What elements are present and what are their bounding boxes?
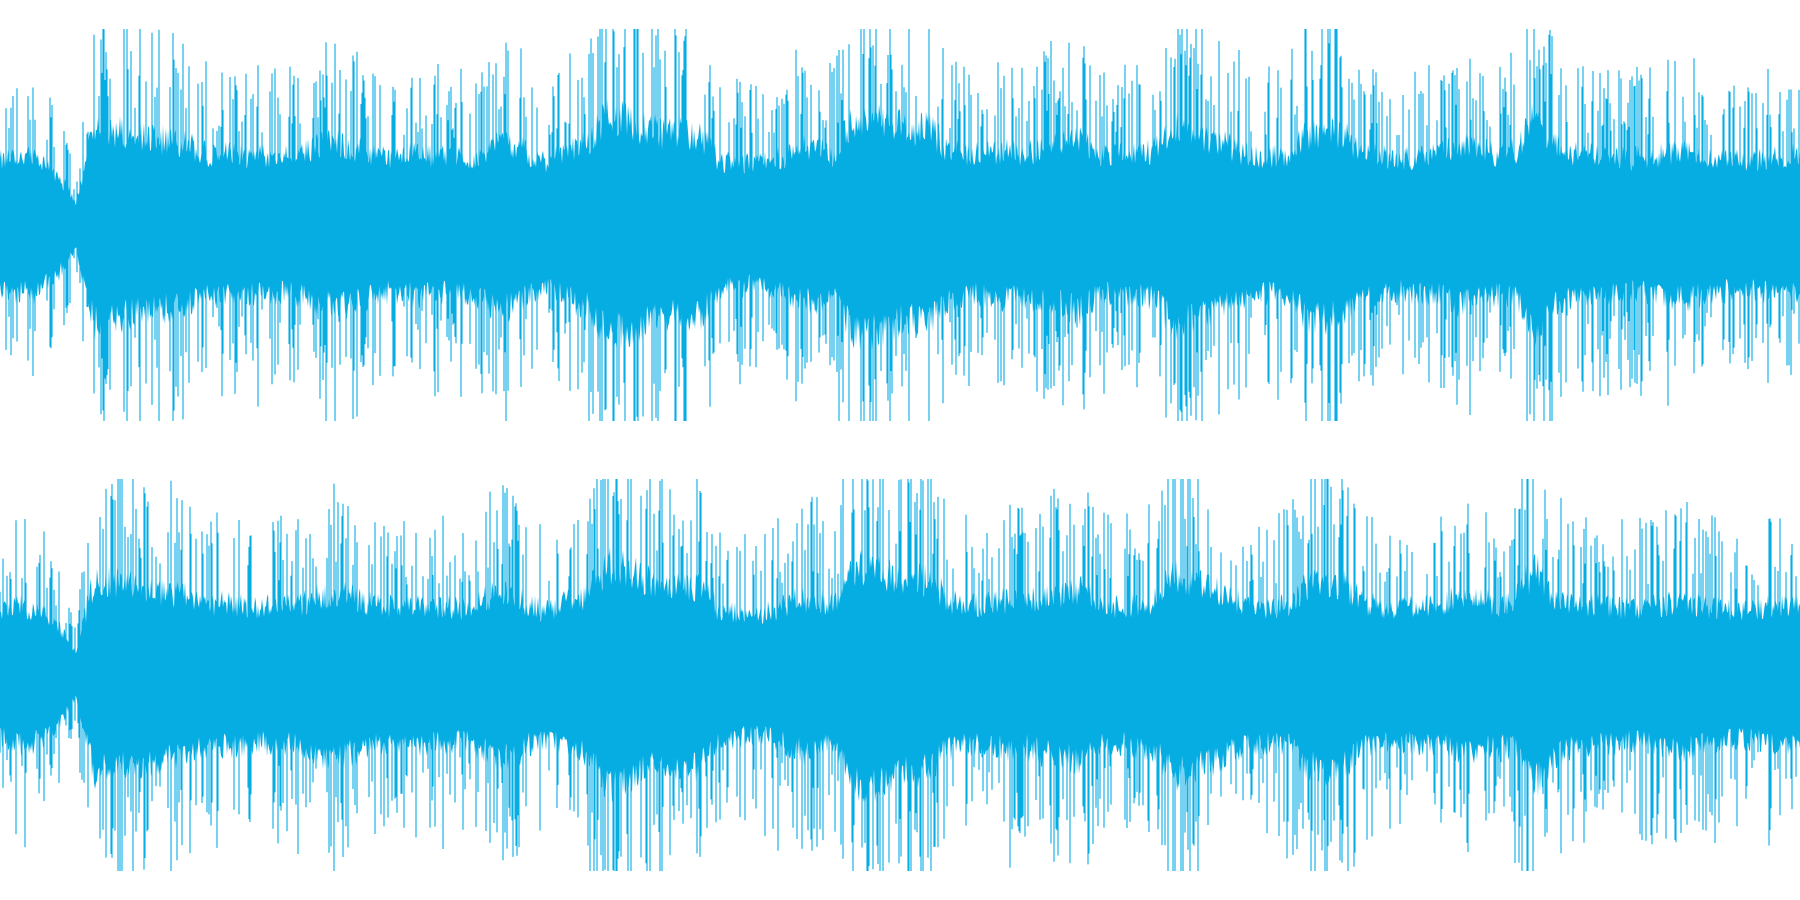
waveform-channel-bottom <box>0 479 1800 871</box>
waveform-peaks <box>5 29 1800 421</box>
waveform-body <box>0 98 1800 352</box>
waveform-channel-top <box>0 29 1800 421</box>
waveform-peaks <box>0 479 1797 871</box>
